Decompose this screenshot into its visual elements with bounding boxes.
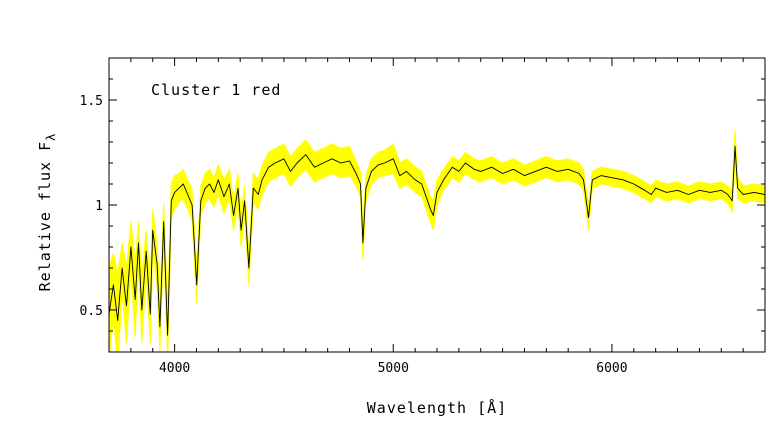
y-tick-label: 0.5 <box>80 304 103 319</box>
y-axis-title: Relative flux Fλ <box>36 133 58 292</box>
chart-annotation: Cluster 1 red <box>151 81 281 99</box>
mean-spectrum-line <box>109 145 765 336</box>
dispersion-band-layer <box>109 129 765 352</box>
y-tick-label: 1.5 <box>80 94 103 109</box>
dispersion-band <box>109 129 765 352</box>
tick-labels: 4000 5000 6000 0.5 1 1.5 <box>80 94 628 376</box>
x-tick-label: 4000 <box>159 361 190 376</box>
axis-ticks <box>108 57 766 353</box>
y-tick-label: 1 <box>95 199 103 214</box>
y-axis-title-main: Relative flux F <box>36 141 54 291</box>
x-tick-label: 5000 <box>378 361 409 376</box>
y-axis-title-subscript: λ <box>44 133 58 141</box>
x-tick-label: 6000 <box>596 361 627 376</box>
mean-spectrum-layer <box>109 145 765 336</box>
x-axis-title: Wavelength [Å] <box>367 398 507 417</box>
